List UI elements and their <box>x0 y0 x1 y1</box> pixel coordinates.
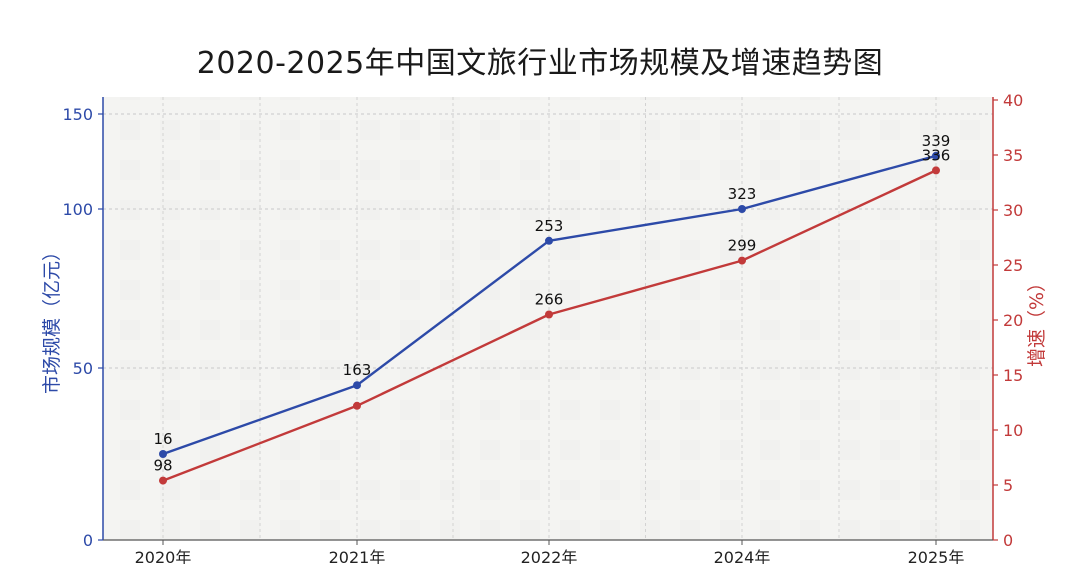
x-tick-label: 2025年 <box>908 548 965 564</box>
y-right-tick-label: 5 <box>1003 476 1013 495</box>
data-label-left: 163 <box>343 361 372 379</box>
data-label-right: 336 <box>922 146 951 164</box>
y-right-tick-label: 25 <box>1003 256 1023 275</box>
y-right-tick-label: 15 <box>1003 366 1023 385</box>
y-left-tick-label: 150 <box>62 105 93 124</box>
data-point-right <box>738 256 746 265</box>
data-point-left <box>353 381 361 390</box>
y-left-tick-label: 50 <box>73 359 93 378</box>
y-right-tick-label: 35 <box>1003 146 1023 165</box>
data-label-right: 98 <box>153 457 172 475</box>
y-left-axis-title: 市场规模（亿元） <box>41 242 63 394</box>
y-left-tick-label: 0 <box>83 531 93 550</box>
x-tick-label: 2020年 <box>135 548 192 564</box>
data-label-left: 323 <box>728 185 757 203</box>
data-point-left <box>738 205 746 213</box>
data-point-right <box>932 166 940 175</box>
y-right-tick-label: 10 <box>1003 421 1023 440</box>
data-label-right: 266 <box>535 291 564 309</box>
data-label-left: 16 <box>153 430 172 448</box>
y-right-tick-label: 20 <box>1003 311 1023 330</box>
y-right-tick-label: 40 <box>1003 91 1023 110</box>
data-label-left: 339 <box>922 132 951 150</box>
y-right-tick-label: 0 <box>1003 531 1013 550</box>
y-right-axis-title: 增速（%） <box>1026 273 1048 367</box>
chart-title: 2020-2025年中国文旅行业市场规模及增速趋势图 <box>196 46 884 81</box>
plot-area <box>103 97 993 540</box>
data-point-left <box>932 151 940 160</box>
x-tick-label: 2022年 <box>521 548 578 564</box>
data-point-right <box>545 310 553 319</box>
data-point-right <box>353 401 361 410</box>
data-label-left: 253 <box>535 217 564 235</box>
y-left-tick-label: 100 <box>62 200 93 219</box>
data-label-right: 299 <box>728 237 757 255</box>
data-point-left <box>545 236 553 245</box>
x-tick-label: 2021年 <box>329 548 386 564</box>
y-right-tick-label: 30 <box>1003 201 1023 220</box>
data-point-right <box>159 476 167 485</box>
data-point-left <box>159 450 167 458</box>
x-tick-label: 2024年 <box>714 548 771 564</box>
